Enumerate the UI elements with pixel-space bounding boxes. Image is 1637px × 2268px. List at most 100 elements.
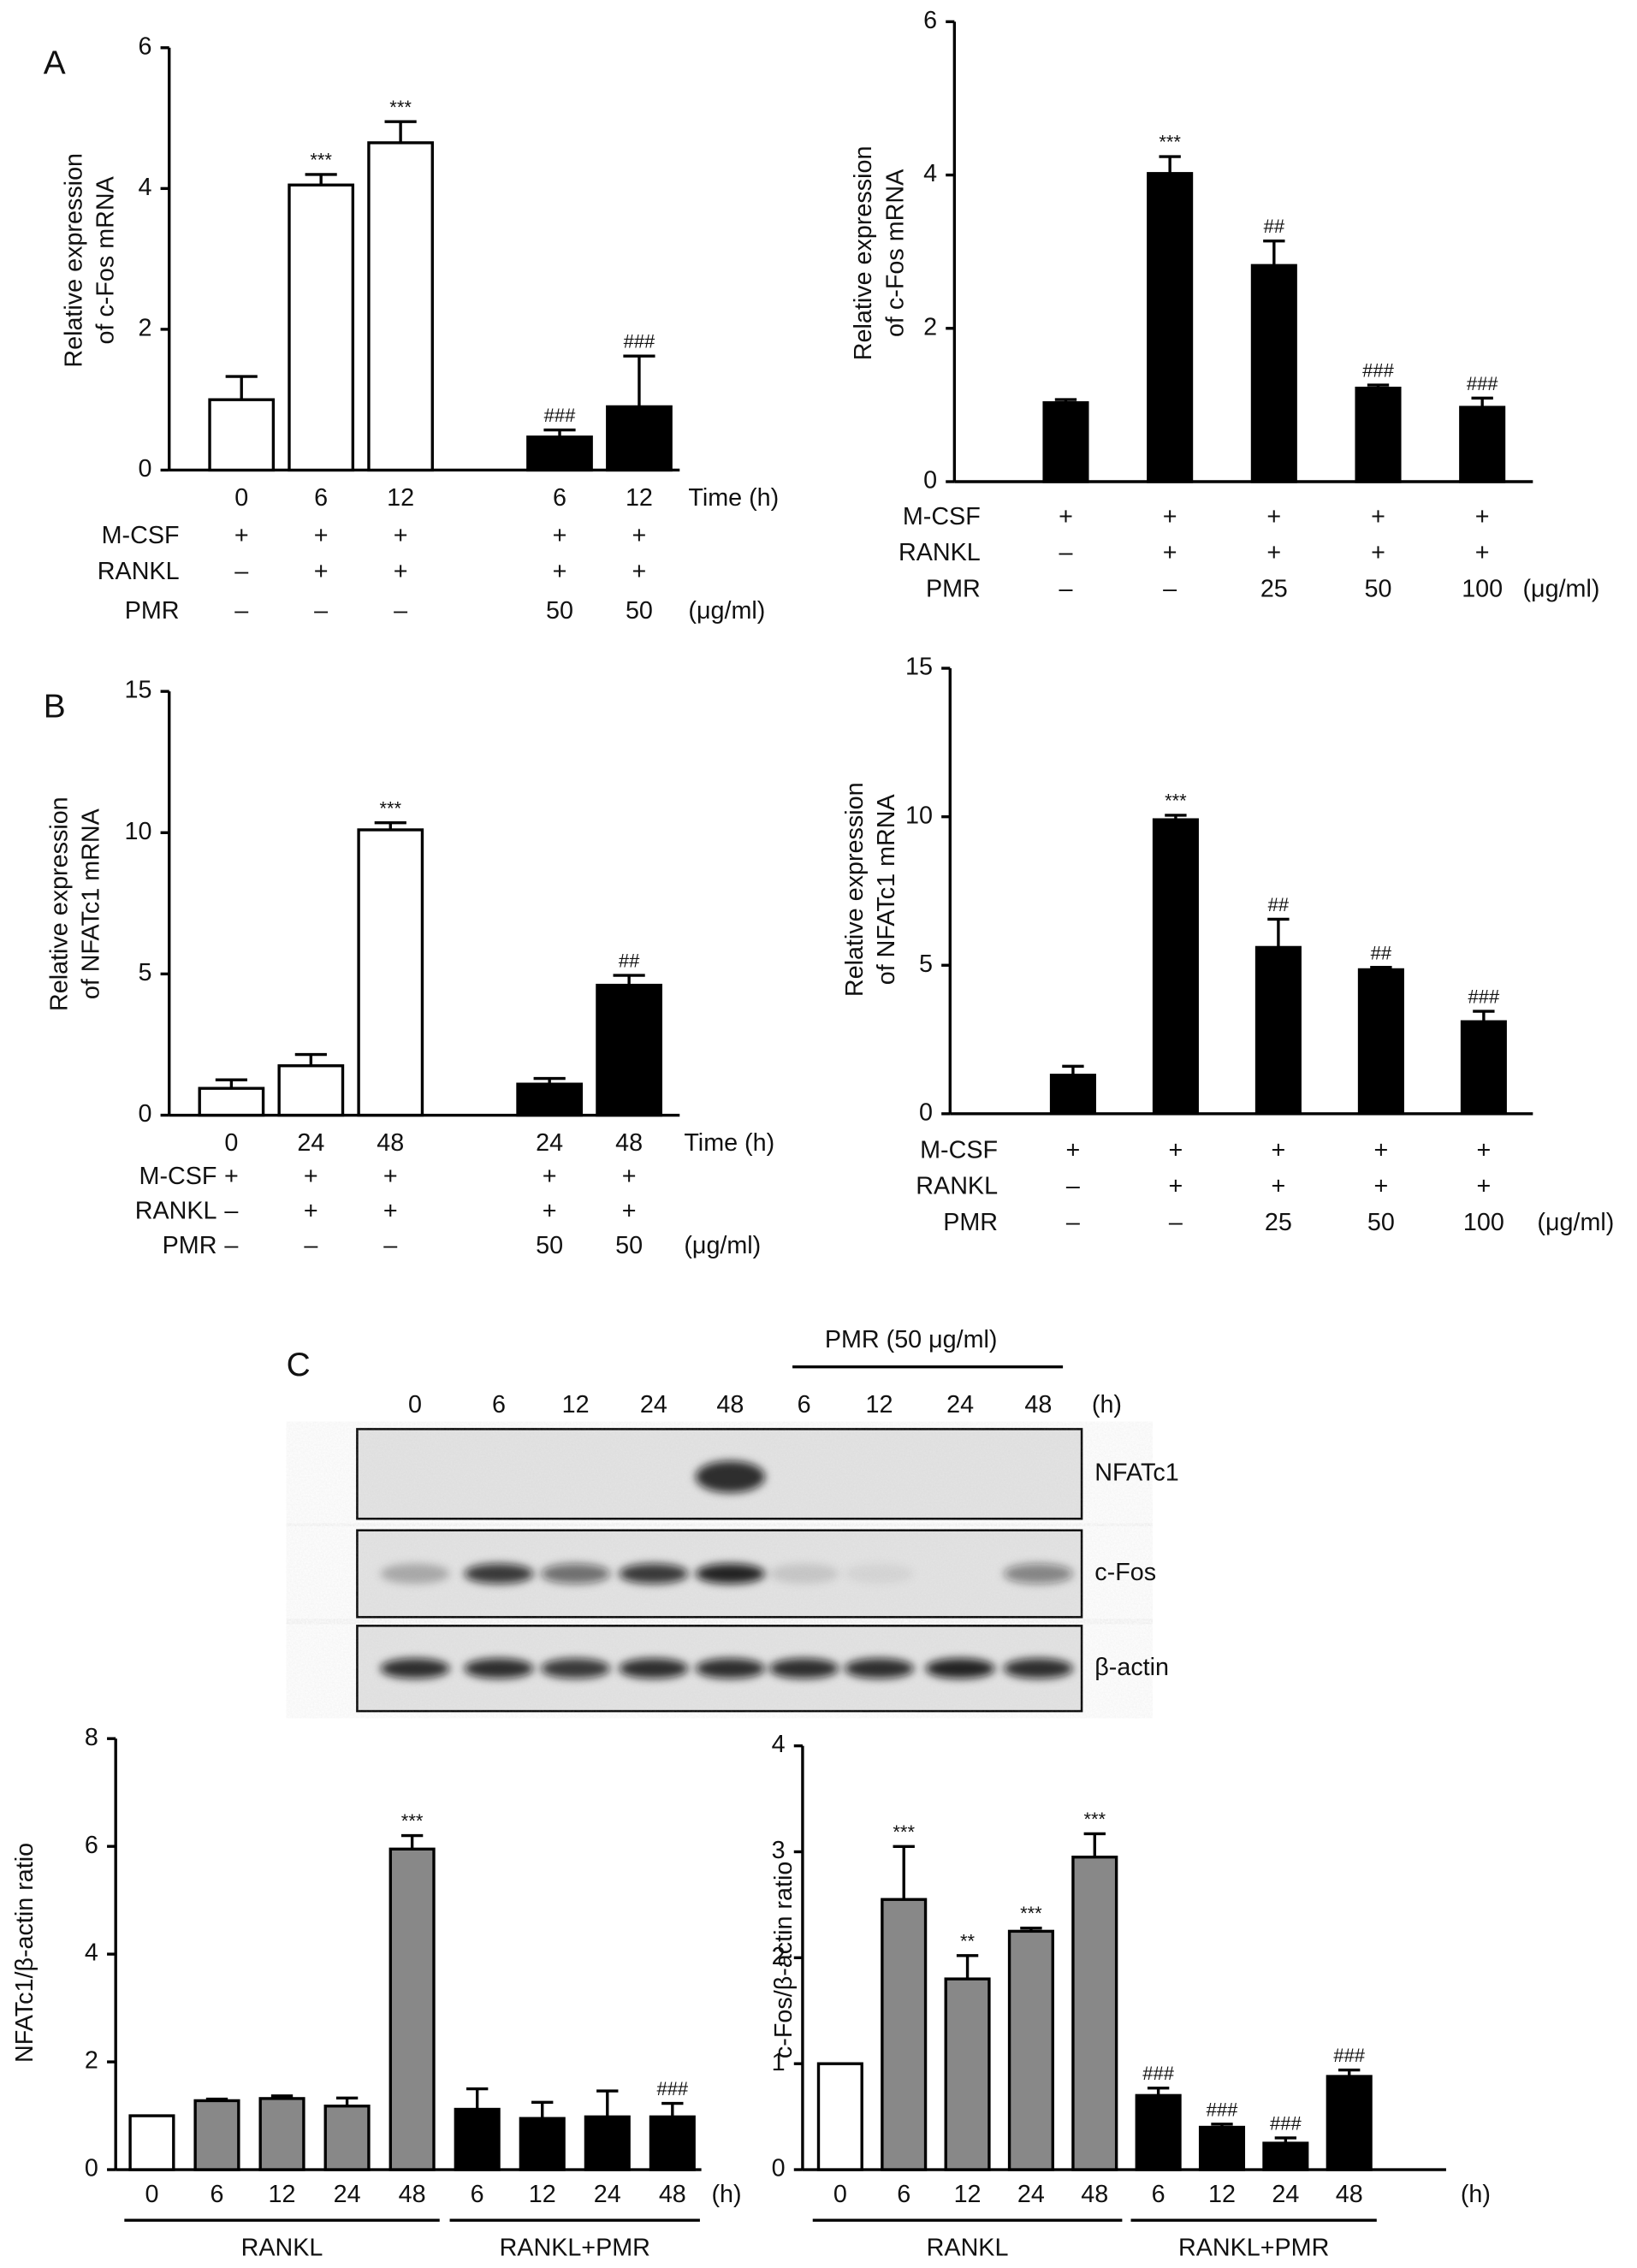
y-tick-label: 15 — [124, 677, 151, 704]
significance: ### — [656, 2078, 688, 2099]
y-axis-label: of NFATc1 mRNA — [873, 793, 900, 985]
condition-name: M-CSF — [920, 1136, 998, 1164]
condition-value: 50 — [536, 1232, 563, 1259]
significance: ## — [1264, 216, 1285, 237]
condition-value: – — [1066, 1173, 1080, 1200]
condition-name: M-CSF — [102, 522, 180, 549]
blot-band — [619, 1563, 689, 1584]
bar — [1254, 945, 1302, 1116]
condition-name: RANKL — [899, 539, 981, 566]
condition-value: + — [632, 558, 647, 585]
lane-label: 24 — [946, 1391, 974, 1418]
condition-value: – — [304, 1232, 317, 1259]
bar — [1198, 2125, 1246, 2171]
significance: *** — [1165, 791, 1187, 812]
condition-value: + — [553, 522, 567, 549]
condition-unit: (μg/ml) — [1522, 575, 1599, 602]
condition-name: PMR — [926, 575, 981, 602]
condition-name: RANKL — [98, 558, 180, 585]
significance: *** — [310, 149, 332, 170]
x-tick-label: 0 — [234, 484, 248, 512]
x-axis-unit: (h) — [711, 2181, 741, 2208]
bar — [1250, 264, 1297, 483]
significance: *** — [401, 1810, 424, 1832]
lane-label: 6 — [798, 1391, 811, 1418]
bar — [1152, 818, 1199, 1116]
x-tick-label: 48 — [659, 2181, 686, 2208]
band-label: c-Fos — [1094, 1559, 1156, 1586]
x-tick-label: 0 — [145, 2181, 158, 2208]
condition-value: 50 — [546, 597, 573, 625]
x-tick-label: 6 — [897, 2181, 910, 2208]
bar — [198, 1087, 265, 1117]
y-tick-label: 0 — [772, 2155, 786, 2182]
y-tick-label: 0 — [85, 2155, 98, 2182]
y-tick-label: 2 — [85, 2047, 98, 2075]
lane-label: 12 — [562, 1391, 590, 1418]
x-tick-label: 6 — [553, 484, 566, 512]
x-tick-label: 6 — [471, 2181, 484, 2208]
bar — [1326, 2075, 1373, 2171]
y-axis-label: Relative expression — [60, 153, 87, 368]
blot-band — [769, 1658, 839, 1679]
condition-name: M-CSF — [139, 1163, 217, 1190]
y-tick-label: 4 — [138, 174, 151, 201]
x-tick-label: 48 — [399, 2181, 426, 2208]
y-axis-label: of c-Fos mRNA — [881, 169, 909, 337]
condition-value: + — [1059, 503, 1073, 530]
x-tick-label: 12 — [529, 2181, 556, 2208]
condition-value: + — [1266, 503, 1281, 530]
significance: *** — [379, 797, 401, 819]
lane-label: 48 — [716, 1391, 744, 1418]
significance: *** — [1020, 1903, 1042, 1924]
significance: ### — [1270, 2112, 1302, 2134]
condition-value: – — [1059, 575, 1072, 602]
condition-value: + — [543, 1163, 557, 1190]
bar — [526, 435, 593, 472]
condition-value: + — [1272, 1173, 1286, 1200]
x-tick-label: 48 — [1336, 2181, 1363, 2208]
bar — [1007, 1929, 1054, 2171]
bar — [596, 983, 662, 1117]
condition-unit: (μg/ml) — [688, 597, 765, 625]
bar — [367, 141, 434, 472]
condition-name: RANKL — [135, 1197, 217, 1224]
y-tick-label: 8 — [85, 1724, 98, 1751]
condition-value: + — [1163, 503, 1177, 530]
blot-band — [1003, 1563, 1073, 1584]
condition-unit: (μg/ml) — [1537, 1209, 1614, 1236]
significance: ** — [960, 1930, 976, 1951]
significance: ### — [1467, 373, 1498, 394]
y-tick-label: 2 — [772, 1943, 786, 1970]
significance: *** — [893, 1821, 915, 1843]
y-tick-label: 4 — [85, 1939, 98, 1967]
group-label: RANKL+PMR — [1178, 2235, 1329, 2262]
bar — [516, 1082, 584, 1117]
significance: ### — [624, 331, 655, 352]
bar — [1355, 386, 1402, 483]
x-tick-label: 24 — [1272, 2181, 1299, 2208]
blot-band — [695, 1460, 765, 1493]
panel-label: C — [287, 1347, 311, 1383]
significance: ### — [1207, 2099, 1238, 2120]
y-axis-label: NFATc1/β-actin ratio — [11, 1843, 39, 2063]
condition-value: + — [1169, 1136, 1183, 1164]
blot-band — [695, 1658, 765, 1679]
bar — [388, 1847, 436, 2171]
condition-value: + — [622, 1163, 637, 1190]
y-tick-label: 0 — [923, 467, 937, 494]
condition-value: 50 — [1365, 575, 1392, 602]
condition-value: 50 — [615, 1232, 643, 1259]
condition-value: + — [1476, 1136, 1491, 1164]
condition-value: + — [1373, 1173, 1388, 1200]
y-tick-label: 10 — [124, 818, 151, 845]
bar — [584, 2115, 631, 2171]
x-tick-label: 24 — [297, 1129, 324, 1157]
condition-value: 50 — [1367, 1209, 1395, 1236]
y-axis-label: Relative expression — [841, 782, 869, 997]
y-tick-label: 6 — [85, 1832, 98, 1859]
blot-band — [844, 1658, 915, 1679]
significance: *** — [389, 97, 412, 118]
blot-band — [844, 1563, 915, 1584]
